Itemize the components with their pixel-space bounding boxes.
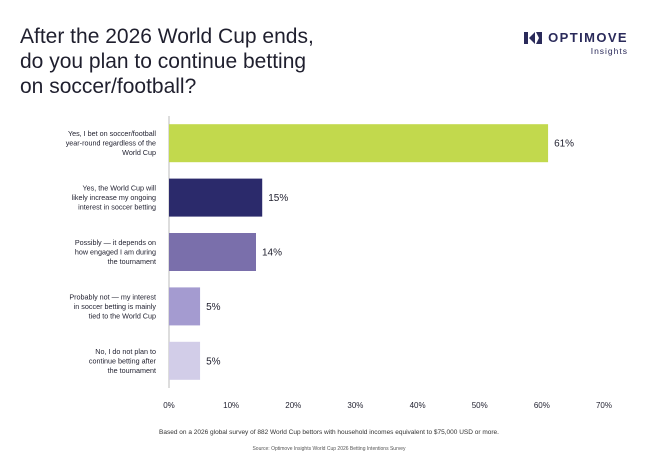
bar-5: [169, 341, 201, 380]
category-label-1: Yes, I bet on soccer/football year-round …: [66, 129, 157, 157]
source-note: Source: Optimove Insights World Cup 2026…: [252, 446, 406, 452]
brand-name: OPTIMOVE: [548, 30, 628, 45]
bar-4: [169, 287, 201, 326]
bar-2: [169, 178, 263, 217]
category-label-2: Yes, the World Cup will likely increase m…: [72, 184, 157, 212]
title-line-3: on soccer/football?: [20, 75, 197, 98]
value-label-5: 5%: [206, 356, 221, 367]
value-label-2: 15%: [268, 193, 288, 204]
value-label-1: 61%: [554, 139, 574, 150]
x-tick-label-10: 10%: [223, 401, 239, 410]
x-tick-label-50: 50%: [472, 401, 488, 410]
x-tick-label-20: 20%: [285, 401, 301, 410]
category-label-3: Possibly — it depends on how engaged I am…: [75, 238, 156, 266]
brand-mark-icon: [524, 31, 543, 44]
value-label-3: 14%: [262, 248, 282, 259]
x-tick-label-60: 60%: [534, 401, 550, 410]
x-tick-label-0: 0%: [163, 401, 175, 410]
chart-title: After the 2026 World Cup ends, do you pl…: [20, 24, 440, 99]
category-label-4: Probably not — my interest in soccer bett…: [69, 292, 156, 320]
bar-1: [169, 124, 549, 163]
x-tick-label-70: 70%: [596, 401, 612, 410]
x-tick-label-40: 40%: [410, 401, 426, 410]
footnote: Based on a 2026 global survey of 882 Wor…: [159, 429, 499, 436]
x-tick-label-30: 30%: [347, 401, 363, 410]
brand-logo: OPTIMOVE Insights: [524, 30, 628, 56]
title-line-1: After the 2026 World Cup ends,: [20, 25, 314, 48]
bar-3: [169, 233, 256, 271]
title-line-2: do you plan to continue betting: [20, 50, 307, 73]
category-label-5: No, I do not plan to continue betting aft…: [89, 347, 157, 375]
brand-subtitle: Insights: [590, 46, 628, 56]
value-label-4: 5%: [206, 302, 221, 313]
